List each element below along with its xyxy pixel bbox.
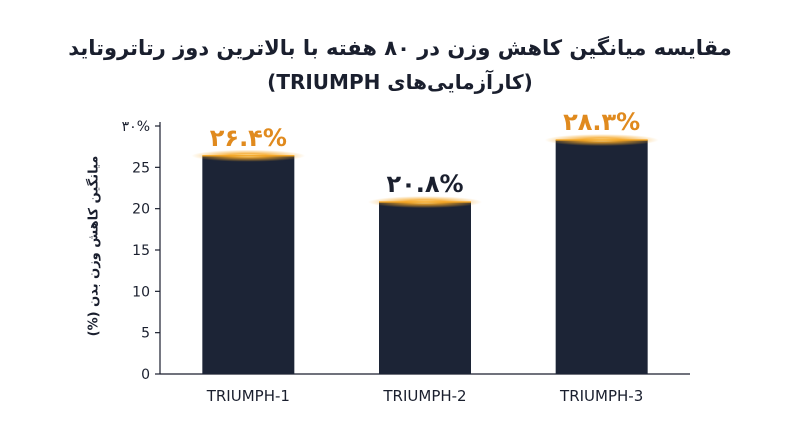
y-tick-label: 10 <box>132 284 150 300</box>
bar <box>379 202 471 374</box>
x-tick-label: TRIUMPH-3 <box>559 387 643 405</box>
y-tick-label: 5 <box>141 326 150 342</box>
y-axis-label: میانگین کاهش وزن بدن (%) <box>86 155 102 337</box>
x-tick-label: TRIUMPH-2 <box>382 387 466 405</box>
y-tick-label: 25 <box>132 160 150 176</box>
value-labels: ۲۶.۴% ۲۰.۸% ۲۸.۳% <box>210 108 640 198</box>
bar-value-label: ۲۰.۸% <box>386 170 463 198</box>
bar <box>202 155 295 374</box>
y-tick-label: 20 <box>132 202 150 218</box>
chart-subtitle: (کارآزمایی‌های TRIUMPH) <box>267 70 533 94</box>
y-tick-label: 0 <box>141 367 150 383</box>
bar <box>555 140 648 374</box>
bar-value-label: ۲۸.۳% <box>563 108 640 136</box>
bar-value-label: ۲۶.۴% <box>210 124 287 152</box>
y-tick-label: ۳۰% <box>122 119 150 135</box>
x-tick-label: TRIUMPH-1 <box>206 387 290 405</box>
chart-title: مقایسه میانگین کاهش وزن در ۸۰ هفته با با… <box>68 36 732 60</box>
bars <box>191 134 659 374</box>
y-tick-label: 15 <box>132 243 150 259</box>
